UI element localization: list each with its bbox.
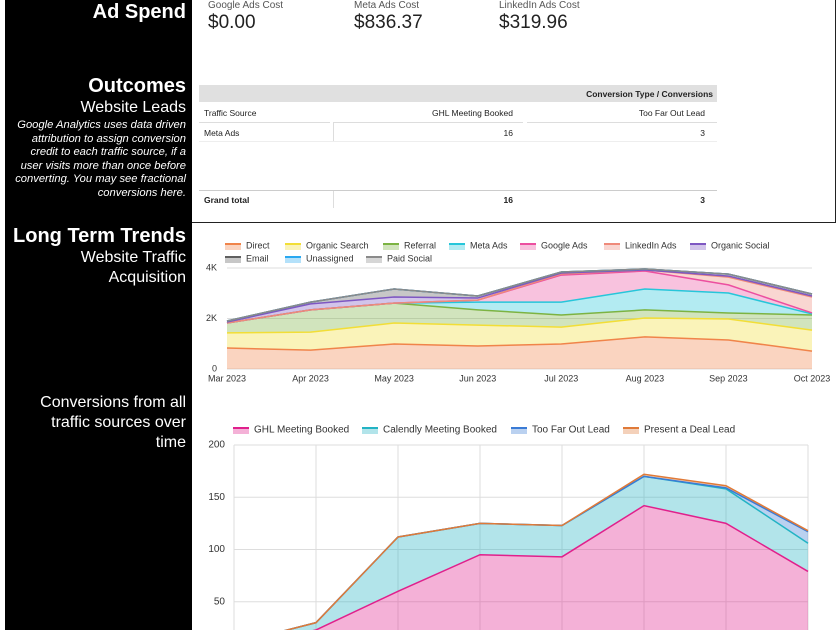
section-subtitle: Website Traffic Acquisition bbox=[80, 249, 186, 286]
legend-label: Direct bbox=[246, 240, 270, 250]
area-fill bbox=[227, 303, 812, 333]
table-total: Grand total bbox=[204, 195, 250, 205]
legend-swatch bbox=[690, 244, 706, 250]
legend-label: Email bbox=[246, 253, 269, 263]
legend-swatch bbox=[285, 257, 301, 263]
legend-swatch bbox=[520, 244, 536, 250]
legend-label: Unassigned bbox=[306, 253, 354, 263]
legend-swatch bbox=[362, 428, 378, 434]
x-tick-label: Apr 2023 bbox=[292, 373, 329, 383]
column-header: Traffic Source bbox=[204, 108, 257, 118]
area-line bbox=[226, 317, 813, 334]
legend-swatch bbox=[285, 244, 301, 250]
y-tick-label: 150 bbox=[208, 492, 225, 503]
table-total: 3 bbox=[700, 195, 705, 205]
section-title: Outcomes bbox=[88, 75, 186, 97]
legend-swatch bbox=[233, 428, 249, 434]
legend-label: Meta Ads bbox=[470, 240, 508, 250]
legend-label: Paid Social bbox=[387, 253, 432, 263]
x-tick-label: May 2023 bbox=[374, 373, 414, 383]
y-tick-label: 4K bbox=[206, 262, 217, 272]
y-tick-label: 0 bbox=[212, 363, 217, 373]
kpi-value: $0.00 bbox=[208, 12, 256, 33]
y-tick-label: 2K bbox=[206, 313, 217, 323]
section-title: Ad Spend bbox=[92, 1, 186, 23]
legend-swatch bbox=[604, 244, 620, 250]
area-fill bbox=[287, 476, 808, 630]
legend-label: Present a Deal Lead bbox=[644, 425, 735, 436]
area-line bbox=[226, 269, 813, 323]
table-cell: 3 bbox=[700, 128, 705, 138]
legend-label: Referral bbox=[404, 240, 436, 250]
section-subtitle: Website Leads bbox=[80, 99, 186, 116]
legend-swatch bbox=[623, 428, 639, 434]
area-fill bbox=[227, 336, 812, 369]
y-tick-label: 50 bbox=[214, 596, 226, 607]
kpi-value: $836.37 bbox=[354, 12, 423, 33]
y-tick-label: 100 bbox=[208, 544, 225, 555]
row-border bbox=[333, 122, 523, 123]
row-border bbox=[527, 122, 717, 123]
area-line bbox=[226, 269, 813, 324]
cell-border bbox=[333, 191, 334, 208]
area-line bbox=[284, 473, 809, 630]
area-fill bbox=[227, 317, 812, 352]
sidebar bbox=[5, 0, 192, 630]
area-line bbox=[312, 504, 809, 630]
x-tick-label: Oct 2023 bbox=[794, 373, 831, 383]
column-header: GHL Meeting Booked bbox=[432, 108, 513, 118]
table-cell: Meta Ads bbox=[204, 128, 240, 138]
kpi-label: LinkedIn Ads Cost bbox=[499, 0, 580, 11]
area-line bbox=[226, 336, 813, 352]
legend-label: Organic Search bbox=[306, 240, 369, 250]
area-fill bbox=[227, 288, 812, 324]
divider bbox=[835, 0, 836, 222]
table-total: 16 bbox=[503, 195, 513, 205]
legend-label: LinkedIn Ads bbox=[625, 240, 677, 250]
legend-swatch bbox=[511, 428, 527, 434]
kpi-label: Meta Ads Cost bbox=[354, 0, 420, 11]
kpi-label: Google Ads Cost bbox=[208, 0, 284, 11]
x-tick-label: Jun 2023 bbox=[459, 373, 496, 383]
legend-label: Google Ads bbox=[541, 240, 588, 250]
legend-swatch bbox=[449, 244, 465, 250]
legend-label: GHL Meeting Booked bbox=[254, 425, 349, 436]
row-border bbox=[199, 122, 330, 123]
cell-border bbox=[333, 123, 334, 141]
table-group-header bbox=[199, 85, 717, 102]
legend-swatch bbox=[383, 244, 399, 250]
section-subtitle: Conversions from all traffic sources ove… bbox=[40, 394, 186, 451]
legend-swatch bbox=[225, 244, 241, 250]
legend-label: Too Far Out Lead bbox=[532, 425, 610, 436]
table-cell: 16 bbox=[503, 128, 513, 138]
area-line bbox=[226, 268, 813, 322]
table-group-title: Conversion Type / Conversions bbox=[586, 89, 713, 99]
x-tick-label: Mar 2023 bbox=[208, 373, 246, 383]
area-fill bbox=[315, 505, 808, 630]
legend-swatch bbox=[366, 257, 382, 263]
legend-label: Calendly Meeting Booked bbox=[383, 425, 497, 436]
area-fill bbox=[227, 271, 812, 324]
column-header: Too Far Out Lead bbox=[638, 108, 705, 118]
total-border bbox=[199, 190, 717, 191]
row-border bbox=[199, 141, 717, 142]
x-tick-label: Sep 2023 bbox=[709, 373, 748, 383]
description: Google Analytics uses data driven attrib… bbox=[15, 119, 186, 199]
divider bbox=[192, 222, 836, 223]
legend-swatch bbox=[225, 257, 241, 263]
x-tick-label: Aug 2023 bbox=[626, 373, 665, 383]
legend-label: Organic Social bbox=[711, 240, 770, 250]
section-title: Long Term Trends bbox=[13, 225, 186, 247]
x-tick-label: Jul 2023 bbox=[544, 373, 578, 383]
kpi-value: $319.96 bbox=[499, 12, 568, 33]
y-tick-label: 200 bbox=[208, 440, 225, 451]
